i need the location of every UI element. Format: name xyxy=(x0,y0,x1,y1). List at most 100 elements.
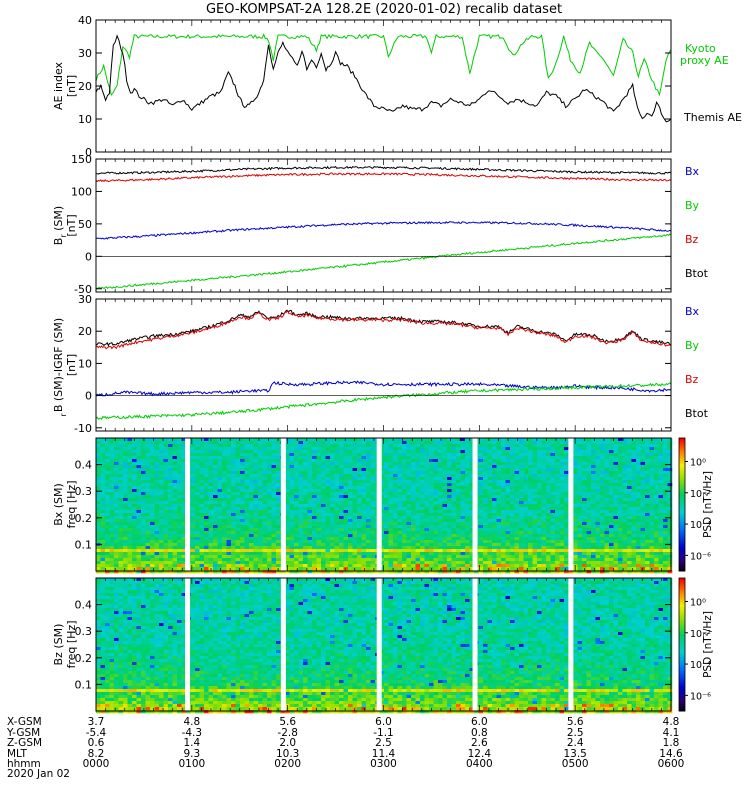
spectrogram-cell xyxy=(663,486,668,490)
spectrogram-cell xyxy=(442,480,448,484)
spectrogram-cell xyxy=(645,462,650,466)
spectrogram-cell xyxy=(514,462,520,466)
spectrogram-cell xyxy=(213,489,218,493)
spectrogram-cell xyxy=(132,498,137,502)
spectrogram-cell xyxy=(550,459,556,463)
spectrogram-cell xyxy=(213,444,218,448)
spectrogram-cell xyxy=(384,444,389,448)
spectrogram-cell xyxy=(316,495,322,499)
spectrogram-cell xyxy=(640,510,646,514)
spectrogram-cell xyxy=(649,453,655,457)
spectrogram-cell xyxy=(537,534,542,538)
spectrogram-cell xyxy=(100,501,106,505)
spectrogram-cell xyxy=(199,531,205,535)
spectrogram-cell xyxy=(532,528,538,532)
spectrogram-cell xyxy=(442,489,448,493)
spectrogram-cell xyxy=(402,510,407,514)
spectrogram-cell xyxy=(330,531,335,535)
spectrogram-cell xyxy=(609,522,614,526)
spectrogram-cell xyxy=(505,483,511,487)
spectrogram-cell xyxy=(366,504,371,508)
spectrogram-cell xyxy=(492,477,497,481)
spectrogram-cell xyxy=(348,474,353,478)
spectrogram-cell xyxy=(154,510,160,514)
spectrogram-cell xyxy=(631,525,637,529)
spectrogram-cell xyxy=(181,540,187,544)
spectrogram-cell xyxy=(348,516,353,520)
spectrogram-cell xyxy=(397,447,403,451)
spectrogram-cell xyxy=(258,462,263,466)
spectrogram-cell xyxy=(555,486,560,490)
spectrogram-cell xyxy=(465,480,470,484)
spectrogram-cell xyxy=(145,438,151,442)
spectrogram-cell xyxy=(424,468,430,472)
spectrogram-cell xyxy=(271,513,277,517)
spectrogram-cell xyxy=(100,462,106,466)
spectrogram-cell xyxy=(550,510,556,514)
spectrogram-cell xyxy=(537,528,542,532)
spectrogram-cell xyxy=(429,486,434,490)
spectrogram-cell xyxy=(541,522,547,526)
spectrogram-cell xyxy=(240,486,245,490)
spectrogram-cell xyxy=(163,444,169,448)
spectrogram-cell xyxy=(487,471,493,475)
spectrogram-cell xyxy=(595,441,601,445)
spectrogram-cell xyxy=(636,528,641,532)
spectrogram-cell xyxy=(105,483,110,487)
spectrogram-cell xyxy=(217,477,223,481)
spectrogram-cell xyxy=(118,480,124,484)
spectrogram-cell xyxy=(298,507,304,511)
spectrogram-cell xyxy=(451,483,457,487)
spectrogram-cell xyxy=(168,516,173,520)
spectrogram-cell xyxy=(289,450,295,454)
spectrogram-cell xyxy=(586,468,592,472)
spectrogram-cell xyxy=(415,537,421,541)
spectrogram-cell xyxy=(109,462,115,466)
spectrogram-cell xyxy=(388,471,394,475)
spectrogram-cell xyxy=(649,456,655,460)
spectrogram-cell xyxy=(384,441,389,445)
spectrogram-cell xyxy=(582,483,587,487)
spectrogram-cell xyxy=(100,495,106,499)
spectrogram-cell xyxy=(573,480,578,484)
spectrogram-cell xyxy=(622,450,628,454)
spectrogram-cell xyxy=(132,516,137,520)
spectrogram-cell xyxy=(114,498,119,502)
spectrogram-cell xyxy=(649,447,655,451)
spectrogram-cell xyxy=(298,453,304,457)
spectrogram-cell xyxy=(136,444,142,448)
spectrogram-cell xyxy=(393,459,398,463)
spectrogram-cell xyxy=(330,486,335,490)
spectrogram-cell xyxy=(208,525,214,529)
spectrogram-cell xyxy=(501,444,506,448)
spectrogram-cell xyxy=(195,450,200,454)
spectrogram-cell xyxy=(366,534,371,538)
spectrogram-cell xyxy=(618,510,623,514)
spectrogram-cell xyxy=(136,516,142,520)
spectrogram-cell xyxy=(271,537,277,541)
spectrogram-cell xyxy=(276,501,281,505)
spectrogram-cell xyxy=(334,537,340,541)
spectrogram-cell xyxy=(595,483,601,487)
spectrogram-cell xyxy=(181,498,187,502)
spectrogram-cell xyxy=(478,486,484,490)
spectrogram-cell xyxy=(181,450,187,454)
spectrogram-cell xyxy=(541,447,547,451)
spectrogram-cell xyxy=(501,516,506,520)
spectrogram-cell xyxy=(429,459,434,463)
spectrogram-cell xyxy=(442,486,448,490)
spectrogram-cell xyxy=(559,501,565,505)
spectrogram-cell xyxy=(591,438,596,442)
spectrogram-cell xyxy=(627,450,632,454)
spectrogram-cell xyxy=(645,489,650,493)
spectrogram-cell xyxy=(105,438,110,442)
spectrogram-cell xyxy=(559,504,565,508)
spectrogram-cell xyxy=(213,504,218,508)
spectrogram-cell xyxy=(204,480,209,484)
spectrogram-cell xyxy=(145,480,151,484)
spectrogram-cell xyxy=(415,456,421,460)
spectrogram-cell xyxy=(357,462,362,466)
spectrogram-cell xyxy=(366,522,371,526)
spectrogram-cell xyxy=(667,483,673,487)
spectrogram-cell xyxy=(312,450,317,454)
